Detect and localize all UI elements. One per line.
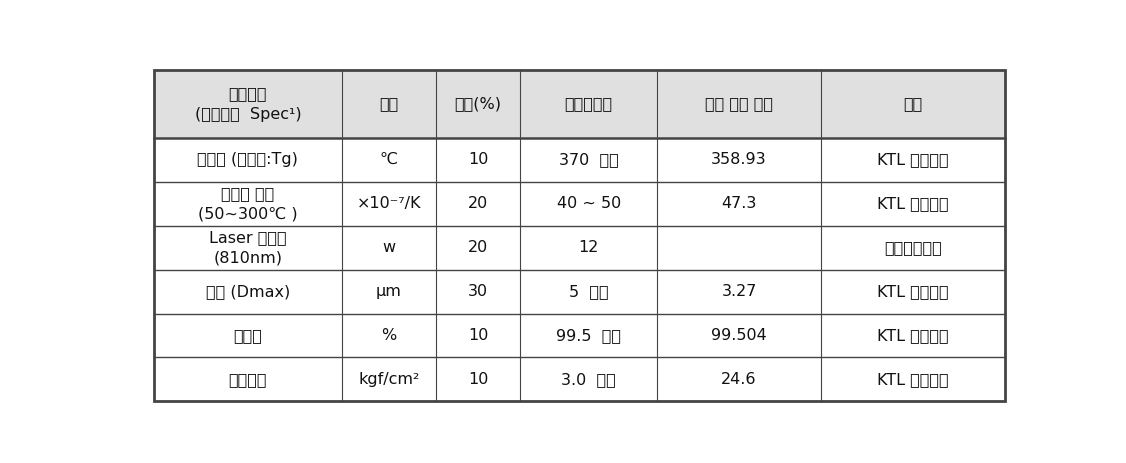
Bar [154,313,342,357]
Text: KTL 시험분석: KTL 시험분석 [877,196,949,211]
Bar [342,181,436,225]
Text: %: % [382,328,396,343]
Bar [821,225,1004,269]
Text: Laser 반응성
(810nm): Laser 반응성 (810nm) [209,230,287,265]
Text: 358.93: 358.93 [712,152,767,167]
Bar [656,313,821,357]
Text: 내수성: 내수성 [233,328,262,343]
Bar [154,357,342,401]
Bar [520,313,656,357]
Bar [154,269,342,313]
Text: 370  이하: 370 이하 [558,152,618,167]
Text: 접착강도: 접착강도 [229,372,267,387]
Bar [154,70,342,138]
Bar [656,269,821,313]
Text: 연구 개발 결과: 연구 개발 결과 [705,96,774,111]
Bar [154,181,342,225]
Bar [154,225,342,269]
Text: 10: 10 [468,152,489,167]
Text: w: w [383,240,395,255]
Bar [520,269,656,313]
Bar [520,138,656,181]
Bar [656,138,821,181]
Text: 24.6: 24.6 [722,372,757,387]
Text: 개발목표치: 개발목표치 [564,96,613,111]
Text: 99.5  이상: 99.5 이상 [556,328,622,343]
Text: 열특성 (전이점:Tg): 열특성 (전이점:Tg) [197,152,298,167]
Bar [821,70,1004,138]
Text: KTL 시험분석: KTL 시험분석 [877,284,949,299]
Text: 30: 30 [468,284,489,299]
Bar [436,357,520,401]
Bar [342,70,436,138]
Bar [342,269,436,313]
Bar [342,138,436,181]
Bar [342,357,436,401]
Bar [520,70,656,138]
Bar [436,225,520,269]
Bar [821,313,1004,357]
Bar [821,357,1004,401]
Bar [821,138,1004,181]
Text: 단위: 단위 [379,96,399,111]
Text: 10: 10 [468,328,489,343]
Text: kgf/cm²: kgf/cm² [358,372,420,387]
Text: 비중(%): 비중(%) [455,96,502,111]
Bar [821,269,1004,313]
Bar [436,269,520,313]
Text: 40 ~ 50: 40 ~ 50 [556,196,620,211]
Text: 12: 12 [579,240,599,255]
Text: 입도 (Dmax): 입도 (Dmax) [206,284,291,299]
Text: KTL 시험분석: KTL 시험분석 [877,328,949,343]
Bar [656,181,821,225]
Text: 3.27: 3.27 [722,284,757,299]
Text: 20: 20 [468,240,489,255]
Bar [656,225,821,269]
Bar [436,138,520,181]
Text: ℃: ℃ [379,152,397,167]
Bar [436,313,520,357]
Text: 순천향대학교: 순천향대학교 [884,240,941,255]
Text: 20: 20 [468,196,489,211]
Text: 열팽창 계수
(50~300℃ ): 열팽창 계수 (50~300℃ ) [198,186,297,221]
Bar [342,313,436,357]
Text: μm: μm [376,284,402,299]
Text: ×10⁻⁷/K: ×10⁻⁷/K [357,196,421,211]
Bar [154,138,342,181]
Text: 비고: 비고 [903,96,922,111]
Text: 3.0  이상: 3.0 이상 [561,372,616,387]
Text: KTL 시험분석: KTL 시험분석 [877,152,949,167]
Bar [656,70,821,138]
Bar [436,70,520,138]
Text: 평가항목
(주요성능  Spec¹): 평가항목 (주요성능 Spec¹) [195,86,301,122]
Text: 99.504: 99.504 [712,328,767,343]
Bar [436,181,520,225]
Bar [342,225,436,269]
Bar [520,357,656,401]
Bar [821,181,1004,225]
Text: 5  이하: 5 이하 [569,284,608,299]
Bar [520,181,656,225]
Text: KTL 시험분석: KTL 시험분석 [877,372,949,387]
Bar [656,357,821,401]
Text: 47.3: 47.3 [722,196,757,211]
Bar [520,225,656,269]
Text: 10: 10 [468,372,489,387]
